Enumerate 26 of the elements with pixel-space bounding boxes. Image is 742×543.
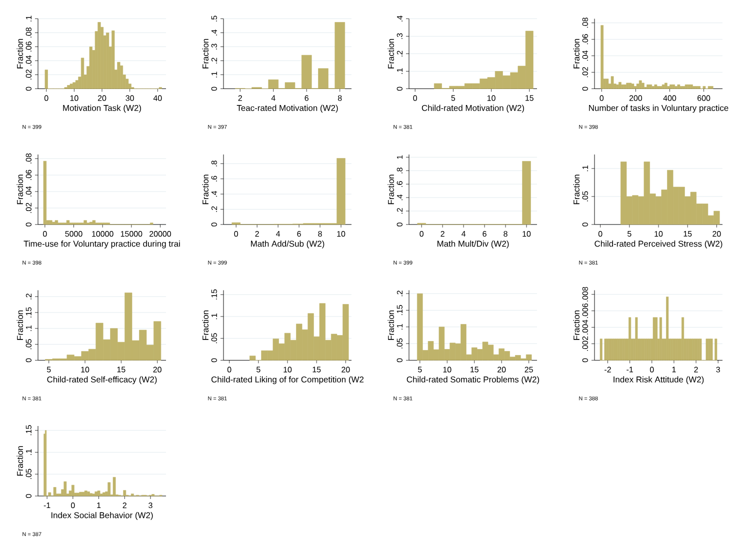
y-axis-title: Fraction — [573, 310, 580, 340]
x-axis-title: Child-rated Motivation (W2) — [422, 104, 524, 113]
x-axis-title: Index Social Behavior (W2) — [51, 512, 153, 520]
x-axis-title: Child-rated Self-efficacy (W2) — [47, 376, 157, 384]
y-axis-title: Fraction — [16, 310, 23, 340]
x-axis-title: Motivation Task (W2) — [63, 104, 141, 113]
x-axis-title: Child-rated Liking of for Competition (W2 — [211, 376, 364, 384]
x-axis-title: Number of tasks in Voluntary practice — [589, 104, 728, 113]
x-axis-title: Math Add/Sub (W2) — [251, 240, 324, 248]
x-axis-title: Child-rated Perceived Stress (W2) — [594, 240, 722, 248]
y-axis-title: Fraction — [573, 39, 580, 68]
y-axis-title: Fraction — [16, 174, 23, 204]
x-axis-title: Child-rated Somatic Problems (W2) — [406, 376, 540, 384]
x-axis-title: Index Risk Attitude (W2) — [614, 376, 704, 384]
x-axis-title: Math Mult/Div (W2) — [437, 240, 509, 248]
y-axis-title: Fraction — [388, 39, 394, 68]
y-axis-title: Fraction — [202, 174, 208, 204]
y-axis-title: Fraction — [16, 446, 23, 476]
x-axis-title: Time-use for Voluntary practice during trai — [24, 240, 180, 248]
y-axis-title: Fraction — [388, 310, 394, 340]
y-axis-title: Fraction — [202, 310, 208, 340]
y-axis-title: Fraction — [388, 174, 394, 204]
y-axis-title: Fraction — [16, 39, 23, 68]
y-axis-title: Fraction — [202, 39, 208, 68]
x-axis-title: Teac-rated Motivation (W2) — [236, 104, 338, 113]
y-axis-title: Fraction — [573, 174, 580, 204]
